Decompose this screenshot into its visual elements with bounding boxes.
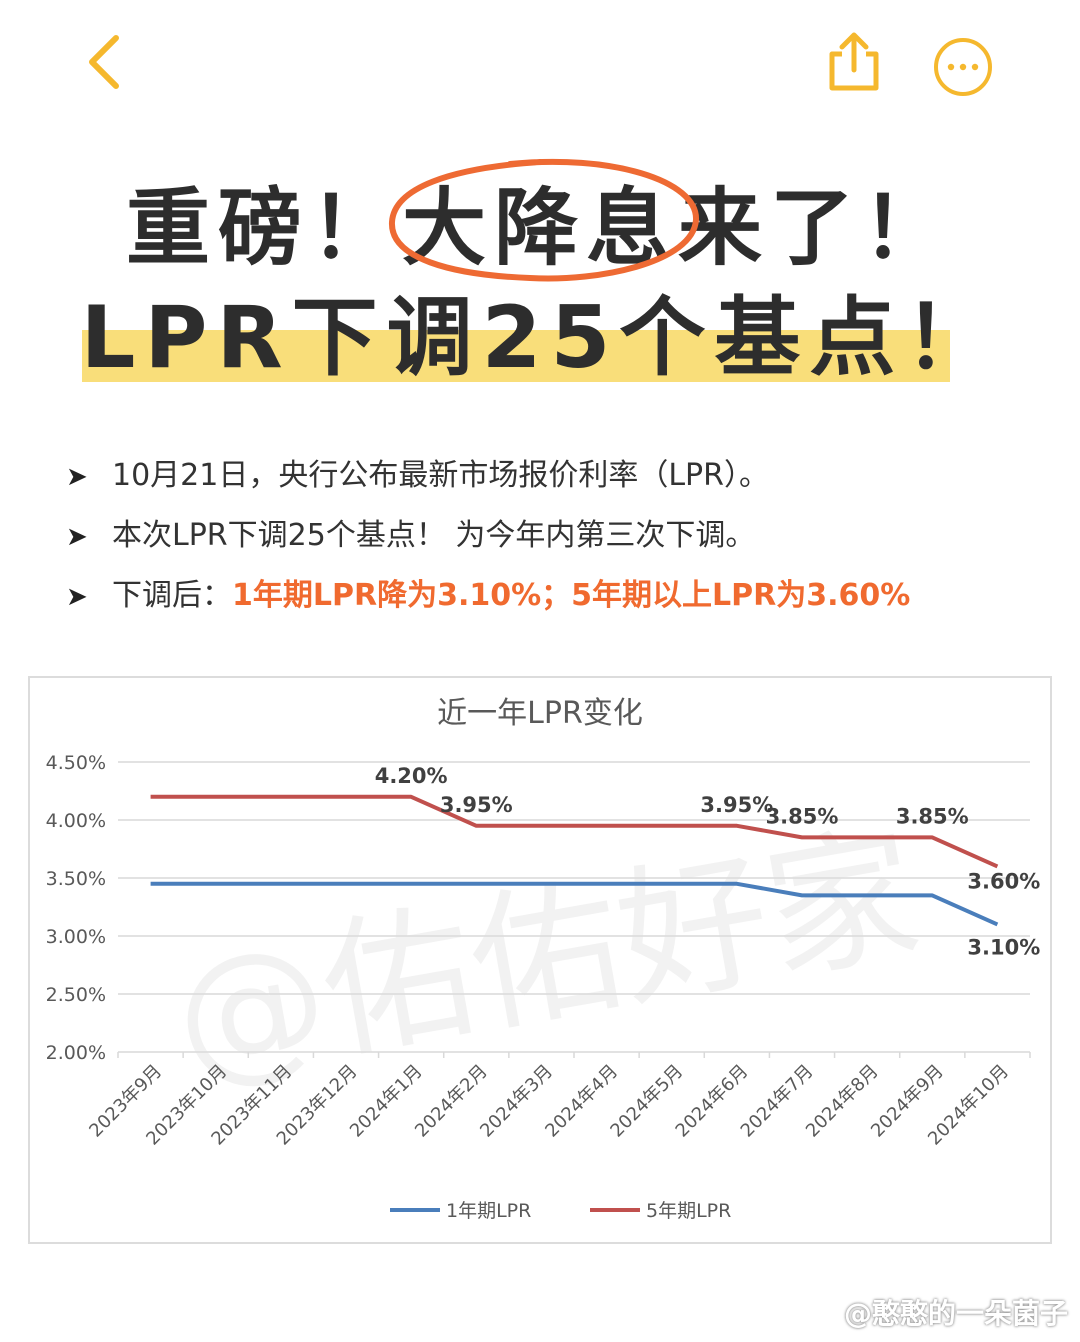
y-tick-label: 2.50% <box>46 984 106 1006</box>
data-label: 3.85% <box>896 804 969 828</box>
chart-watermark: @佑佑好家 <box>162 807 931 1109</box>
headline-highlight-text: 大降息 <box>401 179 678 277</box>
y-tick-label: 3.50% <box>46 868 106 890</box>
legend-label: 1年期LPR <box>446 1200 531 1222</box>
bullet-item: ➤ 本次LPR下调25个基点！ 为今年内第三次下调。 <box>66 506 1046 566</box>
arrow-bullet-icon: ➤ <box>66 522 88 552</box>
headline-highlight: 大降息 <box>388 158 699 282</box>
share-icon <box>829 32 879 91</box>
chevron-left-icon <box>89 35 119 89</box>
bullet-item: ➤ 下调后：1年期LPR降为3.10%；5年期以上LPR为3.60% <box>66 566 1046 626</box>
chart-canvas: @佑佑好家 近一年LPR变化 2.00% 2.50% 3.00% 3.50% 4.00% 4.… <box>46 696 1041 1222</box>
back-button[interactable] <box>76 30 136 94</box>
bullet-accent-text: 1年期LPR降为3.10%；5年期以上LPR为3.60% <box>232 578 911 613</box>
data-label: 3.95% <box>440 793 513 817</box>
y-tick-label: 4.00% <box>46 810 106 832</box>
series-line <box>150 794 999 869</box>
arrow-bullet-icon: ➤ <box>66 462 88 492</box>
bullet-text: 本次LPR下调25个基点！ 为今年内第三次下调。 <box>112 518 756 553</box>
legend-label: 5年期LPR <box>646 1200 731 1222</box>
y-tick-label: 3.00% <box>46 926 106 948</box>
data-label: 3.95% <box>700 793 773 817</box>
headline-after: 来了！ <box>678 179 955 277</box>
top-bar <box>0 0 1080 130</box>
chart-title: 近一年LPR变化 <box>437 696 643 731</box>
series-line <box>150 881 999 927</box>
arrow-bullet-icon: ➤ <box>66 582 88 612</box>
data-label: 3.60% <box>967 869 1040 893</box>
headline-highlight-bar <box>82 330 950 382</box>
headline-before: 重磅！ <box>125 179 402 277</box>
share-button[interactable] <box>822 28 886 96</box>
more-button[interactable] <box>932 36 994 98</box>
headline-line-1: 重磅！大降息 来了！ <box>0 158 1080 282</box>
footer-watermark: @憨憨的一朵菌子 <box>843 1297 1068 1330</box>
lpr-chart: @佑佑好家 近一年LPR变化 2.00% 2.50% 3.00% 3.50% 4.00% 4.… <box>28 676 1052 1244</box>
headline-line-2: LPR下调25个基点！ <box>80 288 1000 388</box>
y-tick-label: 4.50% <box>46 752 106 774</box>
data-label: 3.85% <box>766 804 839 828</box>
more-dots-icon <box>934 38 992 96</box>
y-tick-label: 2.00% <box>46 1042 106 1064</box>
bullet-text: 下调后： <box>112 578 232 613</box>
data-label: 4.20% <box>375 764 448 788</box>
bullet-item: ➤ 10月21日，央行公布最新市场报价利率（LPR）。 <box>66 446 1046 506</box>
data-label: 3.10% <box>967 935 1040 959</box>
bullet-text: 10月21日，央行公布最新市场报价利率（LPR）。 <box>112 458 769 493</box>
bullet-list: ➤ 10月21日，央行公布最新市场报价利率（LPR）。 ➤ 本次LPR下调25个基点… <box>66 446 1046 626</box>
